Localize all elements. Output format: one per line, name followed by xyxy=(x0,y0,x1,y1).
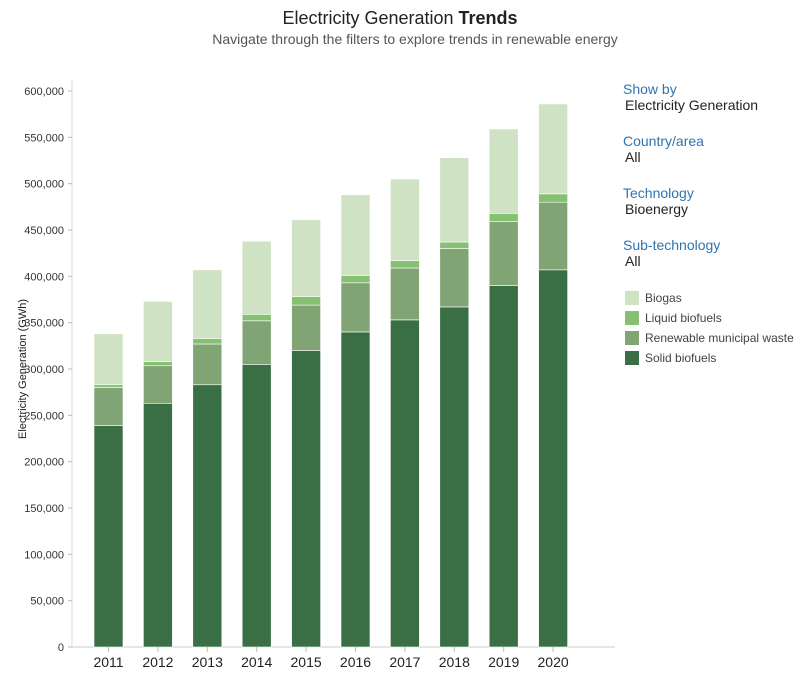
bar-renewable-municipal-waste-2016[interactable] xyxy=(340,282,371,333)
x-tick-label: 2011 xyxy=(93,654,123,670)
filters-panel: Show by Electricity Generation Country/ar… xyxy=(623,81,758,289)
y-tick-label: 550,000 xyxy=(24,132,64,144)
bar-liquid-biofuels-2019[interactable] xyxy=(488,213,519,222)
chart-subtitle: Navigate through the filters to explore … xyxy=(212,31,618,47)
y-tick-label: 500,000 xyxy=(24,179,64,191)
bar-renewable-municipal-waste-2020[interactable] xyxy=(538,201,568,271)
y-tick-label: 350,000 xyxy=(24,318,64,330)
y-tick-label: 400,000 xyxy=(24,271,64,283)
legend-swatch xyxy=(625,311,639,325)
bar-biogas-2015[interactable] xyxy=(291,219,321,298)
filter-technology[interactable]: Technology Bioenergy xyxy=(623,185,758,217)
legend-item[interactable]: Biogas xyxy=(625,288,794,308)
bar-renewable-municipal-waste-2015[interactable] xyxy=(291,304,321,351)
bar-liquid-biofuels-2014[interactable] xyxy=(241,314,272,322)
bar-solid-biofuels-2012[interactable] xyxy=(143,402,173,648)
y-tick-label: 150,000 xyxy=(24,503,64,515)
filter-sub-technology[interactable]: Sub-technology All xyxy=(623,237,758,269)
bar-renewable-municipal-waste-2011[interactable] xyxy=(93,387,124,426)
title-bold: Trends xyxy=(458,8,518,28)
x-tick-label: 2013 xyxy=(192,654,223,670)
x-tick-label: 2015 xyxy=(291,654,322,670)
bar-biogas-2013[interactable] xyxy=(192,269,223,339)
bar-biogas-2017[interactable] xyxy=(390,178,420,261)
bar-renewable-municipal-waste-2017[interactable] xyxy=(390,267,420,321)
bar-renewable-municipal-waste-2013[interactable] xyxy=(192,343,223,386)
bar-liquid-biofuels-2012[interactable] xyxy=(143,361,173,367)
y-axis-label: Electricity Generation (GWh) xyxy=(17,299,29,439)
bar-biogas-2011[interactable] xyxy=(93,333,124,386)
x-tick-label: 2018 xyxy=(439,654,470,670)
filter-value[interactable]: Bioenergy xyxy=(625,201,689,217)
filter-show-by[interactable]: Show by Electricity Generation xyxy=(623,81,758,113)
bar-solid-biofuels-2014[interactable] xyxy=(241,364,272,648)
bar-biogas-2020[interactable] xyxy=(538,103,568,195)
bar-solid-biofuels-2018[interactable] xyxy=(439,306,470,648)
bar-biogas-2012[interactable] xyxy=(143,301,173,362)
bar-solid-biofuels-2015[interactable] xyxy=(291,350,321,648)
y-tick-label: 250,000 xyxy=(24,410,64,422)
legend-swatch xyxy=(625,331,639,345)
legend-swatch xyxy=(625,291,639,305)
legend-item[interactable]: Solid biofuels xyxy=(625,348,794,368)
bar-liquid-biofuels-2013[interactable] xyxy=(192,338,223,345)
x-tick-label: 2012 xyxy=(142,654,173,670)
bar-solid-biofuels-2019[interactable] xyxy=(488,285,519,648)
legend-label: Biogas xyxy=(645,291,682,305)
bar-renewable-municipal-waste-2018[interactable] xyxy=(439,248,470,308)
bar-liquid-biofuels-2020[interactable] xyxy=(538,193,568,203)
bar-solid-biofuels-2011[interactable] xyxy=(93,425,124,648)
bar-liquid-biofuels-2015[interactable] xyxy=(291,296,321,306)
bar-biogas-2014[interactable] xyxy=(241,240,272,315)
legend-label: Solid biofuels xyxy=(645,351,717,365)
legend-label: Renewable municipal waste xyxy=(645,331,794,345)
filter-label: Show by xyxy=(623,81,677,97)
bar-biogas-2019[interactable] xyxy=(488,128,519,214)
bar-renewable-municipal-waste-2014[interactable] xyxy=(241,320,272,365)
bar-solid-biofuels-2020[interactable] xyxy=(538,269,568,648)
x-tick-label: 2019 xyxy=(488,654,519,670)
y-tick-label: 0 xyxy=(58,642,64,654)
legend-label: Liquid biofuels xyxy=(645,311,722,325)
y-tick-label: 50,000 xyxy=(30,596,64,608)
x-tick-label: 2014 xyxy=(241,654,272,670)
filter-label: Technology xyxy=(623,185,694,201)
x-tick-label: 2017 xyxy=(389,654,420,670)
x-tick-label: 2016 xyxy=(340,654,371,670)
bar-solid-biofuels-2013[interactable] xyxy=(192,384,223,648)
y-tick-label: 200,000 xyxy=(24,457,64,469)
bar-biogas-2018[interactable] xyxy=(439,157,470,243)
x-tick-label: 2020 xyxy=(538,654,569,670)
y-tick-label: 450,000 xyxy=(24,225,64,237)
bar-renewable-municipal-waste-2019[interactable] xyxy=(488,221,519,286)
y-tick-label: 300,000 xyxy=(24,364,64,376)
bar-liquid-biofuels-2018[interactable] xyxy=(439,241,470,249)
legend-item[interactable]: Liquid biofuels xyxy=(625,308,794,328)
filter-label: Country/area xyxy=(623,133,704,149)
bar-liquid-biofuels-2011[interactable] xyxy=(93,384,124,388)
legend-item[interactable]: Renewable municipal waste xyxy=(625,328,794,348)
y-tick-label: 600,000 xyxy=(24,86,64,98)
filter-value[interactable]: All xyxy=(625,253,641,269)
filter-label: Sub-technology xyxy=(623,237,721,253)
chart-title: Electricity Generation Trends xyxy=(0,8,800,29)
filter-value[interactable]: All xyxy=(625,149,641,165)
bar-liquid-biofuels-2017[interactable] xyxy=(390,260,420,269)
filter-country[interactable]: Country/area All xyxy=(623,133,758,165)
bar-renewable-municipal-waste-2012[interactable] xyxy=(143,365,173,404)
bar-liquid-biofuels-2016[interactable] xyxy=(340,275,371,284)
y-tick-label: 100,000 xyxy=(24,549,64,561)
title-regular: Electricity Generation xyxy=(282,8,454,28)
bar-biogas-2016[interactable] xyxy=(340,194,371,276)
bar-solid-biofuels-2016[interactable] xyxy=(340,331,371,648)
bar-solid-biofuels-2017[interactable] xyxy=(390,319,420,648)
legend-swatch xyxy=(625,351,639,365)
legend: Biogas Liquid biofuels Renewable municipal… xyxy=(625,288,794,368)
filter-value[interactable]: Electricity Generation xyxy=(625,97,759,113)
